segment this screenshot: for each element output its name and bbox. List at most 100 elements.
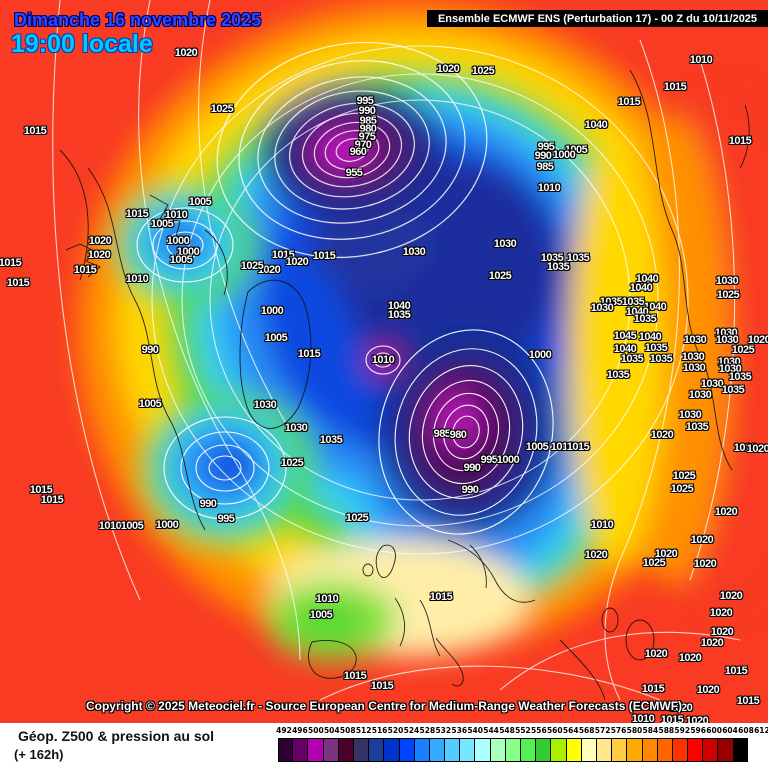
pressure-labels-layer: 1020 1020 1025 1010 1015 1015 1040 1015 1015 1025…	[0, 47, 768, 723]
colorbar-cell	[338, 738, 354, 762]
colorbar-tick: 608	[738, 726, 754, 735]
pressure-label: 1005	[309, 609, 333, 621]
pressure-label: 1020	[88, 235, 112, 247]
pressure-label: 1010	[164, 209, 188, 221]
pressure-label: 985	[359, 115, 377, 127]
pressure-label: 1000	[552, 149, 576, 161]
pressure-label: 1020	[285, 256, 309, 268]
pressure-label: 1015	[73, 264, 97, 276]
colorbar-cell	[581, 738, 597, 762]
colorbar-cell	[293, 738, 309, 762]
pressure-label: 1020	[436, 63, 460, 75]
colorbar-cell	[278, 738, 294, 762]
pressure-label: 1020	[709, 607, 733, 619]
pressure-label: 1015	[429, 591, 453, 603]
pressure-label: 990	[141, 344, 159, 356]
pressure-label: 1015	[23, 125, 47, 137]
pressure-label: 1020	[719, 590, 743, 602]
pressure-label: 1010	[733, 442, 757, 454]
pressure-label: 1035	[644, 342, 668, 354]
pressure-label: 955	[345, 167, 363, 179]
pressure-label: 1010	[631, 713, 655, 723]
pressure-label: 1010	[125, 273, 149, 285]
pressure-label: 1005	[169, 254, 193, 266]
colorbar-tick: 548	[499, 726, 515, 735]
pressure-label: 1000	[176, 246, 200, 258]
pressure-label: 1025	[240, 260, 264, 272]
colorbar-tick: 556	[531, 726, 547, 735]
colorbar-tick: 512	[355, 726, 372, 735]
colorbar-cell	[521, 738, 537, 762]
pressure-label: 1035	[546, 261, 570, 273]
colorbar-tick: 500	[308, 726, 324, 735]
colorbar-cells	[278, 738, 748, 762]
colorbar-tick: 504	[323, 726, 340, 735]
pressure-label: 1015	[6, 277, 30, 289]
pressure-label: 1025	[471, 65, 495, 77]
colorbar-tick: 600	[706, 726, 722, 735]
pressure-label: 1040	[584, 119, 608, 131]
colorbar-cell	[490, 738, 506, 762]
pressure-label: 980	[359, 123, 377, 135]
pressure-label: 970	[354, 139, 372, 151]
pressure-label: 1020	[685, 715, 709, 723]
pressure-label: 1000	[528, 349, 552, 361]
pressure-label: 1010	[590, 519, 614, 531]
pressure-label: 1005	[264, 332, 288, 344]
pressure-label: 1010	[371, 354, 395, 366]
pressure-label: 1045	[613, 330, 637, 342]
colorbar-cell	[505, 738, 521, 762]
pressure-label: 990	[358, 105, 376, 117]
pressure-label: 1030	[718, 363, 742, 375]
colorbar-cell	[384, 738, 400, 762]
colorbar-cell	[657, 738, 673, 762]
pressure-label: 1020	[696, 684, 720, 696]
pressure-label: 1005	[120, 520, 144, 532]
colorbar-tick: 516	[371, 726, 388, 735]
pressure-label: 1040	[635, 273, 659, 285]
pressure-label: 1015	[728, 135, 752, 147]
pressure-label: 1015	[736, 695, 760, 707]
pressure-label: 1030	[284, 422, 308, 434]
contour-lines	[52, 0, 741, 701]
pressure-label: 1000	[155, 519, 179, 531]
pressure-label: 1020	[669, 702, 693, 714]
pressure-label: 995	[480, 454, 498, 466]
pressure-label: 1020	[257, 264, 281, 276]
pressure-label: 1020	[650, 429, 674, 441]
pressure-label: 1015	[0, 257, 22, 269]
colorbar-cell	[718, 738, 734, 762]
colorbar-cell	[414, 738, 430, 762]
pressure-label: 1025	[672, 470, 696, 482]
pressure-label: 1030	[678, 409, 702, 421]
pressure-label: 1015	[641, 683, 665, 695]
pressure-label: 1035	[728, 371, 752, 383]
pressure-label: 1000	[260, 305, 284, 317]
colorbar: 492 496 500 504 508 512 516 520 524 528 532 536 540 5…	[276, 723, 768, 768]
pressure-label: 1025	[731, 344, 755, 356]
pressure-label: 995	[356, 95, 374, 107]
pressure-label: 1010	[537, 182, 561, 194]
colorbar-tick: 524	[403, 726, 420, 735]
pressure-label: 1020	[746, 443, 768, 455]
pressure-label: 995	[217, 513, 235, 525]
pressure-label: 1005	[525, 441, 549, 453]
pressure-label: 1035	[566, 252, 590, 264]
colorbar-tick: 532	[435, 726, 452, 735]
pressure-label: 1030	[700, 378, 724, 390]
colorbar-tick: 508	[339, 726, 356, 735]
pressure-label: 1030	[683, 334, 707, 346]
pressure-label: 1015	[566, 441, 590, 453]
pressure-label: 1015	[40, 494, 64, 506]
pressure-label: 1035	[606, 369, 630, 381]
date-line: Dimanche 16 novembre 2025	[14, 10, 262, 30]
colorbar-cell	[429, 738, 446, 762]
pressure-label: 1020	[700, 637, 724, 649]
colorbar-cell	[308, 738, 324, 762]
pressure-label: 980	[449, 429, 467, 441]
pressure-label: 1035	[540, 252, 564, 264]
pressure-label: 1030	[688, 389, 712, 401]
pressure-label: 995	[537, 141, 555, 153]
colorbar-tick: 572	[594, 726, 611, 735]
